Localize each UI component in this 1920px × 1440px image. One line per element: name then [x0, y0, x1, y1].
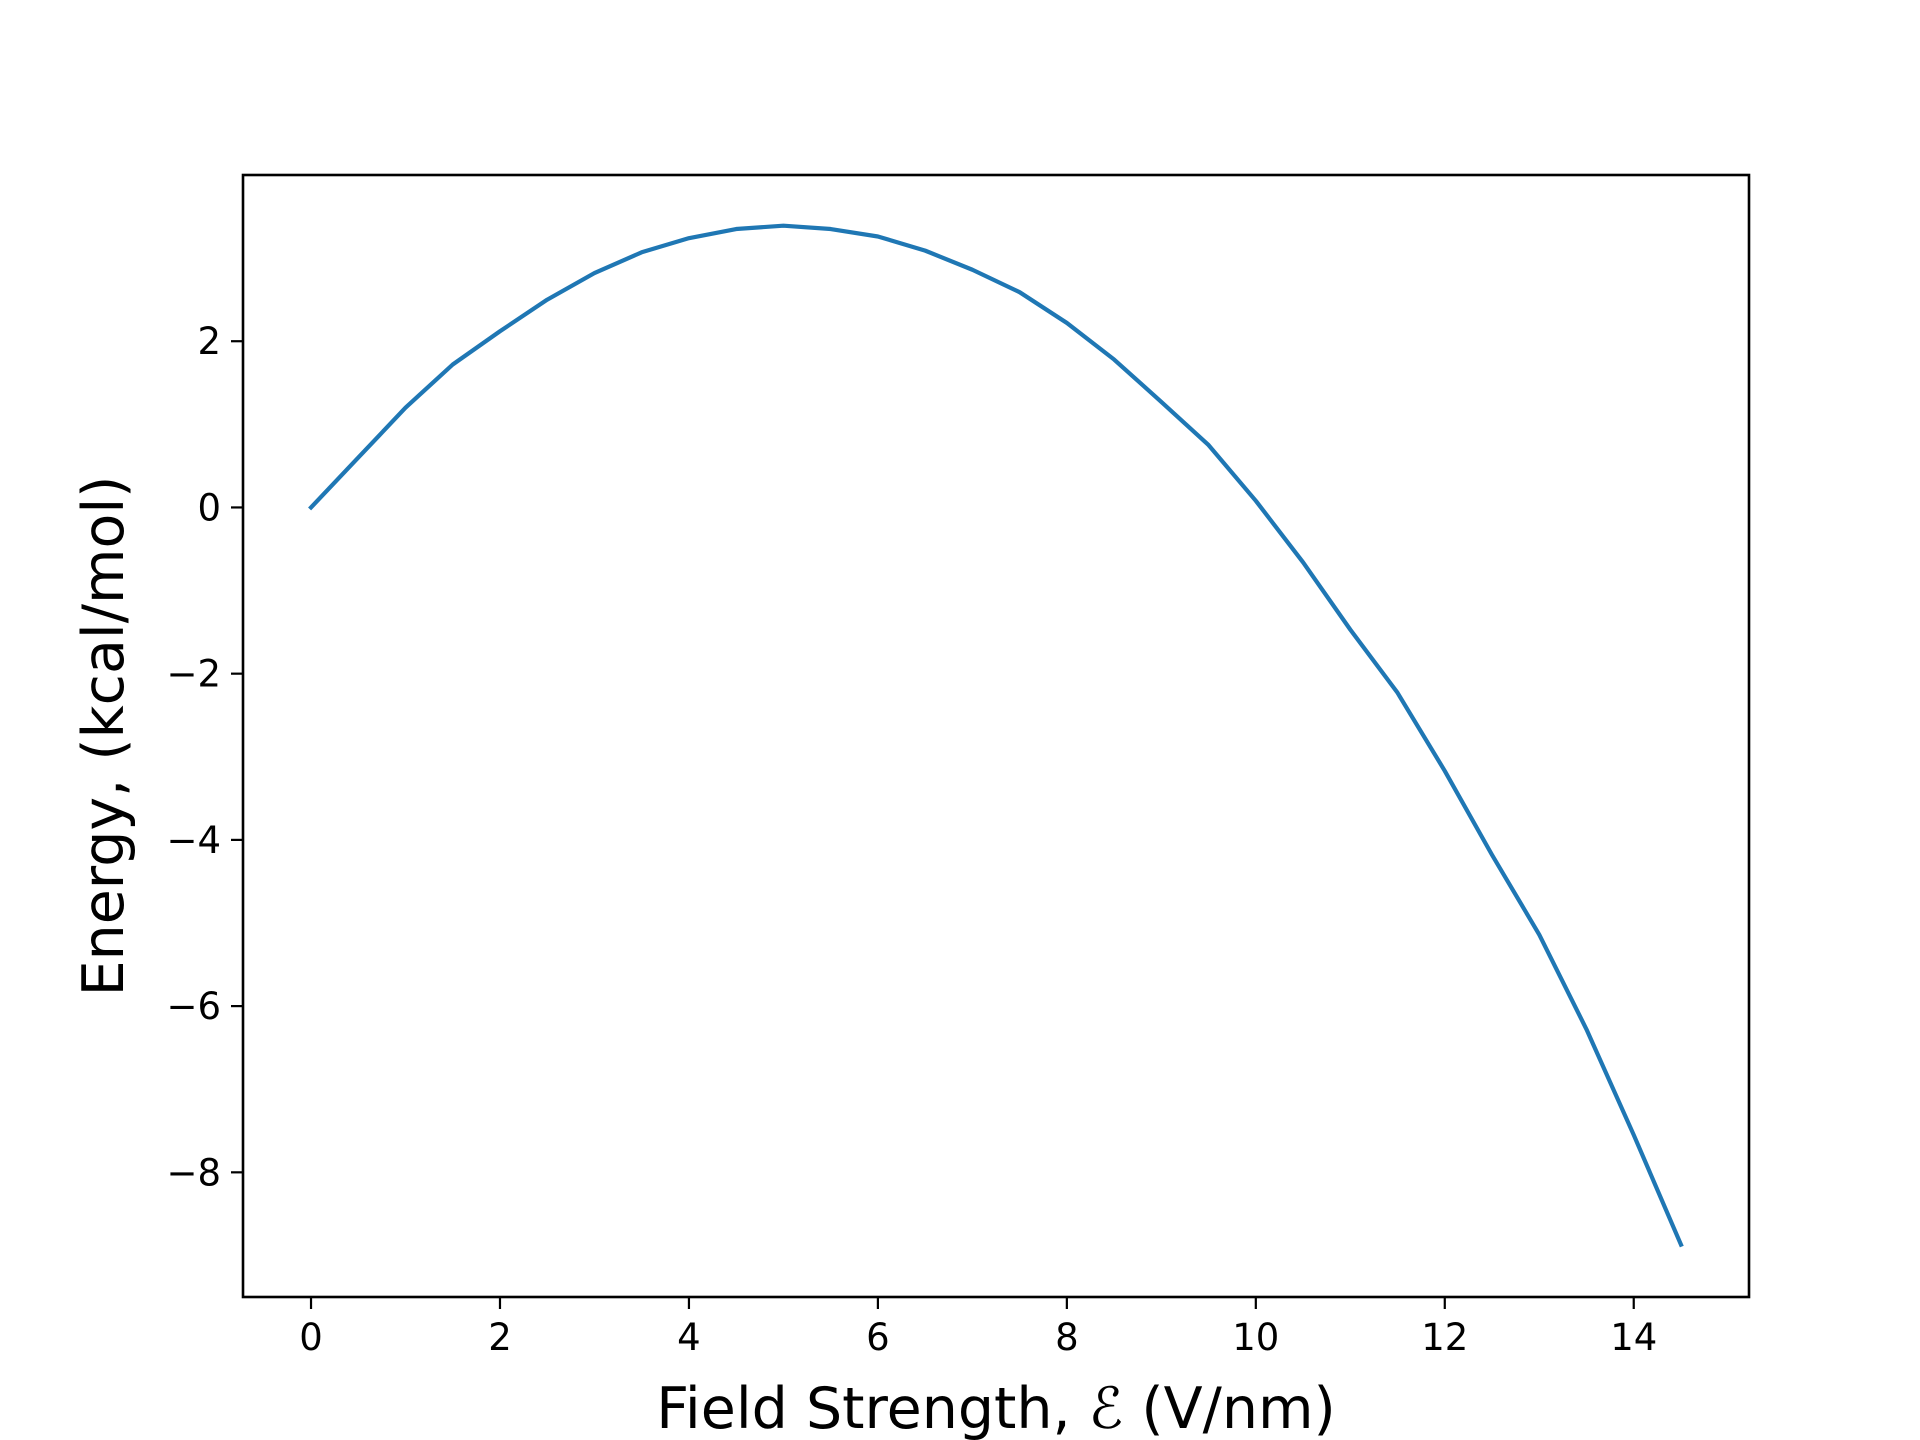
y-tick-label: 2: [197, 320, 221, 363]
y-tick-label: −4: [166, 819, 221, 862]
x-tick-label: 0: [299, 1316, 323, 1359]
x-axis-label: Field Strength, ℰ (V/nm): [656, 1376, 1335, 1440]
y-axis-label: Energy, (kcal/mol): [71, 476, 137, 997]
series-line-0: [308, 223, 1684, 1248]
x-tick-label: 14: [1610, 1316, 1657, 1359]
y-tick-label: −6: [166, 985, 221, 1028]
plot-data-layer: [308, 223, 1684, 1248]
x-tick-label: 12: [1421, 1316, 1468, 1359]
x-axis-ticks: 0 2 4 6 8 10 12 14: [299, 1297, 1657, 1359]
y-tick-label: 0: [197, 486, 221, 529]
plot-frame: [241, 173, 1751, 1299]
y-tick-label: −8: [166, 1151, 221, 1194]
x-tick-label: 10: [1232, 1316, 1279, 1359]
x-tick-label: 4: [677, 1316, 701, 1359]
x-tick-label: 2: [488, 1316, 512, 1359]
y-axis-ticks: −8 −6 −4 −2 0 2: [166, 320, 243, 1194]
x-tick-label: 6: [866, 1316, 890, 1359]
x-tick-label: 8: [1055, 1316, 1079, 1359]
y-tick-label: −2: [166, 653, 221, 696]
